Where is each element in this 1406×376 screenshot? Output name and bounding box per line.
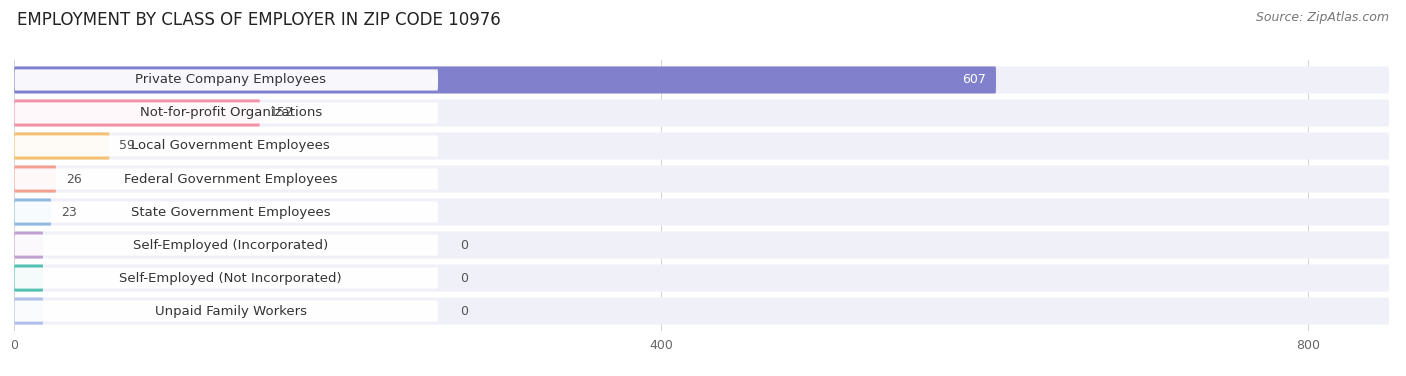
Text: Unpaid Family Workers: Unpaid Family Workers <box>155 305 307 318</box>
FancyBboxPatch shape <box>14 202 439 223</box>
Text: Self-Employed (Incorporated): Self-Employed (Incorporated) <box>134 238 328 252</box>
FancyBboxPatch shape <box>14 199 1389 226</box>
FancyBboxPatch shape <box>14 70 439 91</box>
Text: Self-Employed (Not Incorporated): Self-Employed (Not Incorporated) <box>120 271 342 285</box>
FancyBboxPatch shape <box>14 297 1389 324</box>
Text: Local Government Employees: Local Government Employees <box>131 139 330 153</box>
Text: 0: 0 <box>460 238 468 252</box>
FancyBboxPatch shape <box>14 267 439 289</box>
Text: 152: 152 <box>270 106 294 120</box>
Text: 0: 0 <box>460 271 468 285</box>
Text: 0: 0 <box>460 305 468 318</box>
FancyBboxPatch shape <box>14 300 439 321</box>
FancyBboxPatch shape <box>14 297 44 324</box>
FancyBboxPatch shape <box>14 168 439 190</box>
FancyBboxPatch shape <box>14 67 995 94</box>
FancyBboxPatch shape <box>14 67 1389 94</box>
FancyBboxPatch shape <box>14 165 56 193</box>
Text: EMPLOYMENT BY CLASS OF EMPLOYER IN ZIP CODE 10976: EMPLOYMENT BY CLASS OF EMPLOYER IN ZIP C… <box>17 11 501 29</box>
FancyBboxPatch shape <box>14 265 44 292</box>
FancyBboxPatch shape <box>14 232 1389 259</box>
FancyBboxPatch shape <box>14 99 260 126</box>
FancyBboxPatch shape <box>14 135 439 156</box>
FancyBboxPatch shape <box>14 235 439 256</box>
FancyBboxPatch shape <box>14 265 1389 292</box>
Text: 59: 59 <box>120 139 135 153</box>
Text: Private Company Employees: Private Company Employees <box>135 73 326 86</box>
Text: 607: 607 <box>963 73 987 86</box>
FancyBboxPatch shape <box>14 132 1389 159</box>
Text: Not-for-profit Organizations: Not-for-profit Organizations <box>139 106 322 120</box>
FancyBboxPatch shape <box>14 199 51 226</box>
FancyBboxPatch shape <box>14 99 1389 126</box>
Text: 26: 26 <box>66 173 82 185</box>
Text: Source: ZipAtlas.com: Source: ZipAtlas.com <box>1256 11 1389 24</box>
FancyBboxPatch shape <box>14 132 110 159</box>
Text: Federal Government Employees: Federal Government Employees <box>124 173 337 185</box>
FancyBboxPatch shape <box>14 165 1389 193</box>
FancyBboxPatch shape <box>14 232 44 259</box>
Text: 23: 23 <box>60 206 77 218</box>
Text: State Government Employees: State Government Employees <box>131 206 330 218</box>
FancyBboxPatch shape <box>14 102 439 124</box>
